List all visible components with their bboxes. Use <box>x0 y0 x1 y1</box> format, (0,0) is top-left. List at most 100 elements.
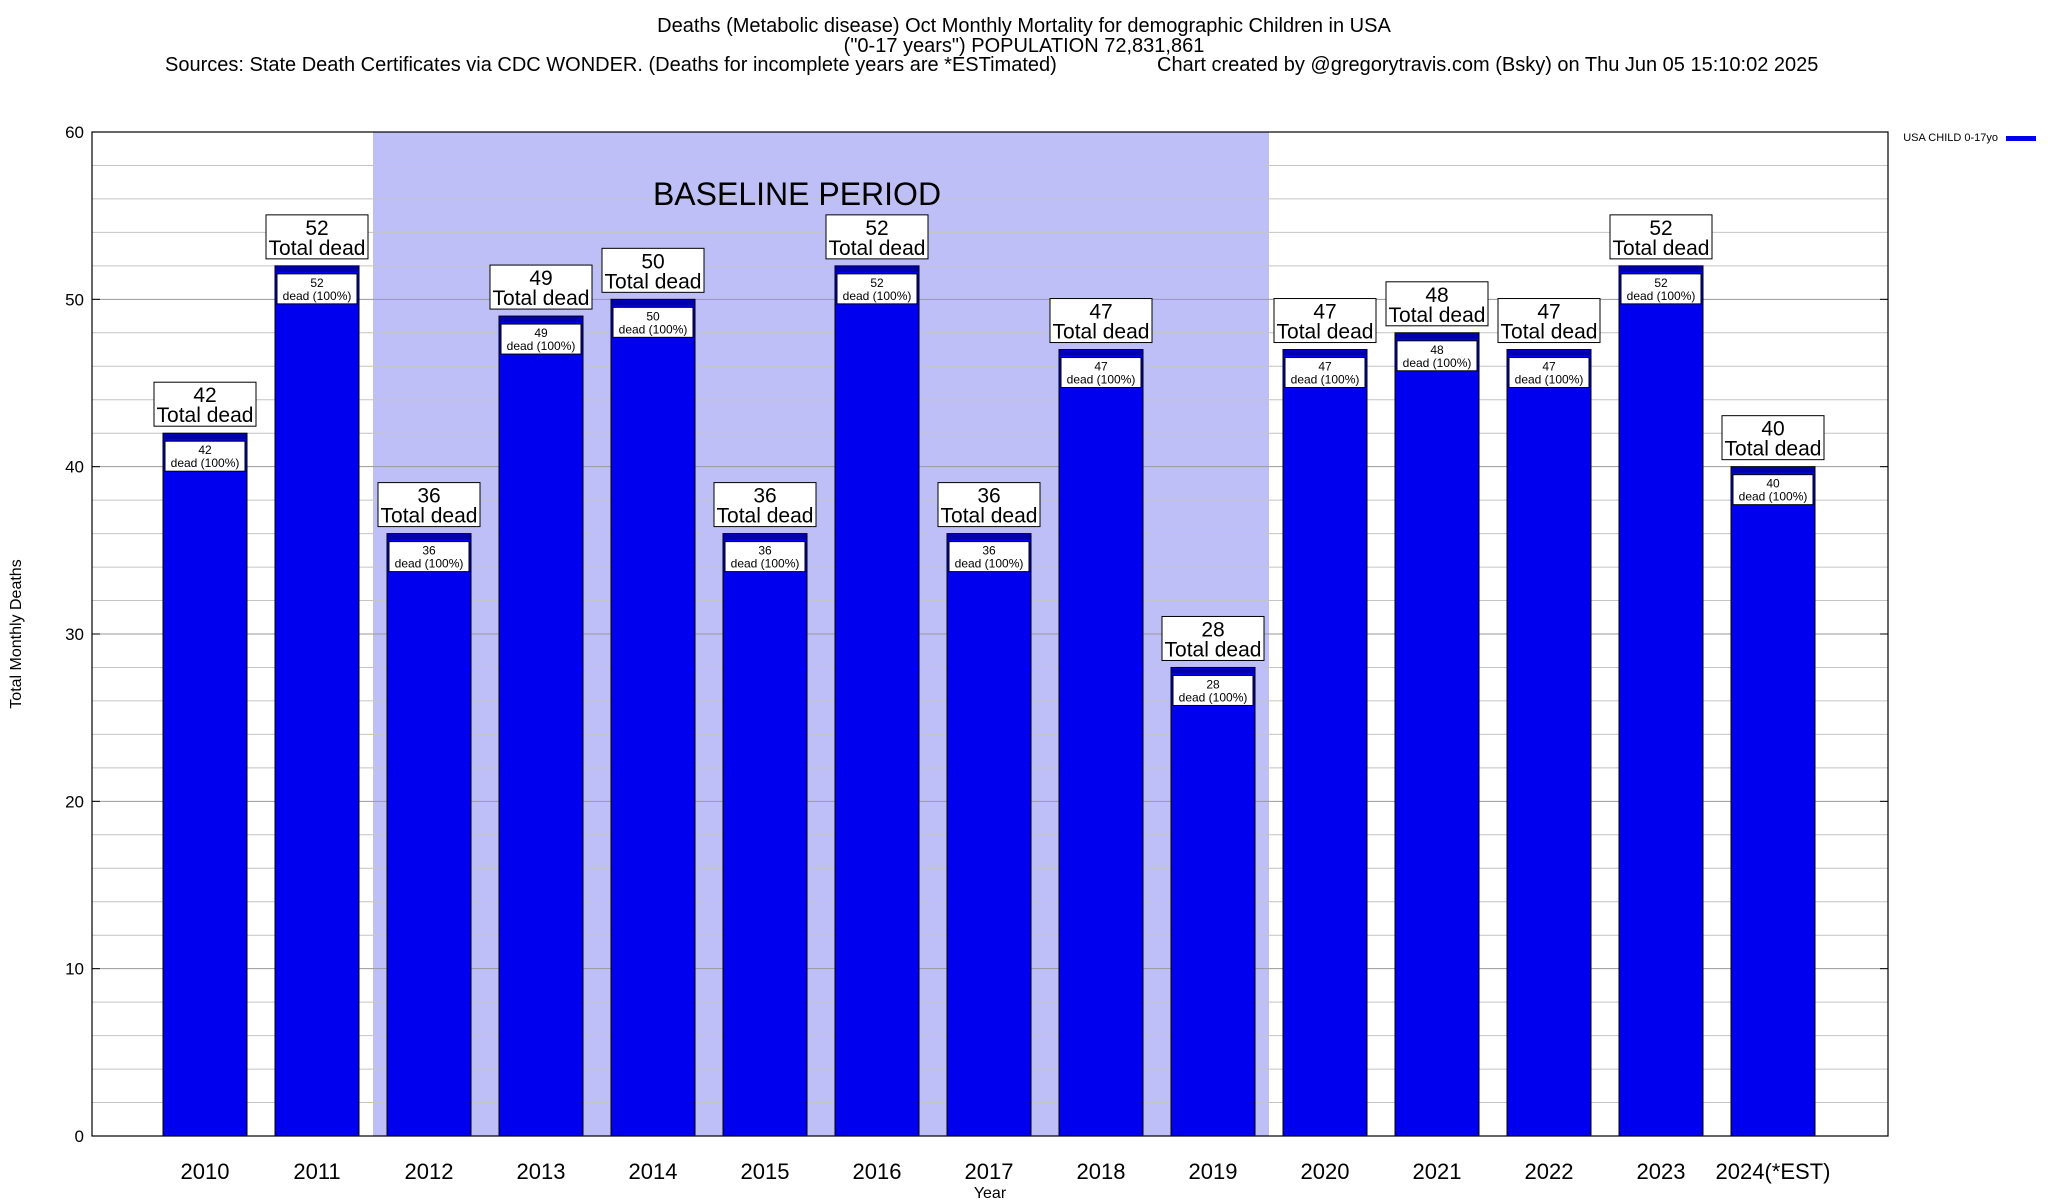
x-tick-label: 2016 <box>853 1159 902 1184</box>
bar-inner-label-box <box>1396 340 1478 372</box>
bar-inner-percent: dead (100%) <box>619 322 688 336</box>
bar-top-value: 36 <box>753 485 776 508</box>
x-axis-label: Year <box>974 1185 1007 1200</box>
bar-top-value: 50 <box>641 250 664 273</box>
bar-top-caption: Total dead <box>1501 321 1598 344</box>
x-tick-label: 2021 <box>1413 1159 1462 1184</box>
bar-top-caption: Total dead <box>493 287 590 310</box>
bar-top-caption: Total dead <box>157 404 254 427</box>
y-tick-label: 10 <box>65 960 84 979</box>
bar-inner-label-box <box>1508 357 1590 389</box>
chart-credit: Chart created by @gregorytravis.com (Bsk… <box>1157 54 1819 76</box>
bar-top-value: 36 <box>977 485 1000 508</box>
bar-top-label-box <box>937 482 1041 528</box>
bar <box>834 265 920 1137</box>
bar-inner-value: 36 <box>422 544 436 558</box>
bar-top-label-box <box>1609 214 1713 260</box>
bar-top-edge <box>388 534 470 540</box>
bar-top-caption: Total dead <box>717 505 814 528</box>
bar-top-caption: Total dead <box>941 505 1038 528</box>
bar-inner-label-box <box>276 273 358 305</box>
bar-inner-label-box <box>500 323 582 355</box>
bar-top-value: 52 <box>1649 217 1672 240</box>
y-tick-label: 0 <box>75 1127 84 1146</box>
bar-inner-value: 40 <box>1766 477 1780 491</box>
bar <box>722 533 808 1137</box>
bar-top-value: 36 <box>417 485 440 508</box>
y-tick-label: 20 <box>65 792 84 811</box>
bar-inner-value: 36 <box>982 544 996 558</box>
bar-inner-value: 49 <box>534 326 548 340</box>
bar-inner-value: 48 <box>1430 343 1444 357</box>
bar-inner-percent: dead (100%) <box>1179 690 1248 704</box>
bar-inner-percent: dead (100%) <box>1627 289 1696 303</box>
bar-top-label-box <box>601 247 705 293</box>
bar <box>1618 265 1704 1137</box>
bar-top-value: 47 <box>1089 301 1112 324</box>
bar-inner-value: 36 <box>758 544 772 558</box>
bar-inner-percent: dead (100%) <box>955 557 1024 571</box>
bar-inner-percent: dead (100%) <box>171 456 240 470</box>
x-tick-label: 2015 <box>741 1159 790 1184</box>
bar-inner-percent: dead (100%) <box>507 339 576 353</box>
bar-top-label-box <box>1497 298 1601 344</box>
bar-top-label-box <box>1273 298 1377 344</box>
bar-top-value: 48 <box>1425 284 1448 307</box>
bar-top-caption: Total dead <box>1277 321 1374 344</box>
x-tick-label: 2018 <box>1077 1159 1126 1184</box>
bar-top-edge <box>724 534 806 540</box>
bar-inner-percent: dead (100%) <box>395 557 464 571</box>
chart-title-line1: Deaths (Metabolic disease) Oct Monthly M… <box>657 15 1391 37</box>
legend-label: USA CHILD 0-17yo <box>1903 132 1998 144</box>
x-tick-label: 2022 <box>1525 1159 1574 1184</box>
x-tick-label: 2013 <box>517 1159 566 1184</box>
bar-top-edge <box>500 317 582 323</box>
bar-top-edge <box>1284 350 1366 356</box>
bar-top-label-box <box>825 214 929 260</box>
bar-top-edge <box>1508 350 1590 356</box>
bar-top-label-box <box>713 482 817 528</box>
bar-top-label-box <box>377 482 481 528</box>
bar-top-caption: Total dead <box>1613 237 1710 260</box>
x-tick-label: 2019 <box>1189 1159 1238 1184</box>
bar <box>386 533 472 1137</box>
bar-top-label-box <box>265 214 369 260</box>
x-tick-label: 2014 <box>629 1159 678 1184</box>
bar-top-caption: Total dead <box>1725 438 1822 461</box>
bar-top-label-box <box>1385 281 1489 327</box>
x-tick-label: 2010 <box>181 1159 230 1184</box>
bar-top-caption: Total dead <box>1389 304 1486 327</box>
bar-top-edge <box>836 266 918 272</box>
bar-top-label-box <box>1721 415 1825 461</box>
bar-inner-label-box <box>612 306 694 338</box>
bar-inner-value: 42 <box>198 443 212 457</box>
bar-top-value: 49 <box>529 267 552 290</box>
bar-top-edge <box>612 300 694 306</box>
bar-inner-label-box <box>164 440 246 472</box>
bar-inner-label-box <box>836 273 918 305</box>
bar-inner-value: 47 <box>1318 360 1332 374</box>
chart-title-line2: ("0-17 years") POPULATION 72,831,861 <box>843 35 1205 57</box>
x-tick-label: 2020 <box>1301 1159 1350 1184</box>
bar-top-caption: Total dead <box>269 237 366 260</box>
bar-top-value: 47 <box>1537 301 1560 324</box>
x-tick-label: 2024(*EST) <box>1716 1159 1831 1184</box>
y-tick-label: 50 <box>65 290 84 309</box>
bar <box>1394 332 1480 1137</box>
bar-inner-label-box <box>1284 357 1366 389</box>
bar <box>498 315 584 1137</box>
bar-inner-percent: dead (100%) <box>731 557 800 571</box>
x-tick-label: 2012 <box>405 1159 454 1184</box>
bar-top-label-box <box>1161 615 1265 661</box>
bar-top-edge <box>948 534 1030 540</box>
bar-top-value: 40 <box>1761 418 1784 441</box>
bar <box>162 432 248 1137</box>
bar-inner-value: 28 <box>1206 677 1220 691</box>
bar-inner-value: 52 <box>310 276 324 290</box>
bar <box>610 298 696 1137</box>
y-axis-label: Total Monthly Deaths <box>8 559 25 708</box>
legend-swatch <box>2006 136 2036 141</box>
bar <box>1282 349 1368 1137</box>
bar-inner-label-box <box>1060 357 1142 389</box>
bar <box>1170 666 1256 1137</box>
